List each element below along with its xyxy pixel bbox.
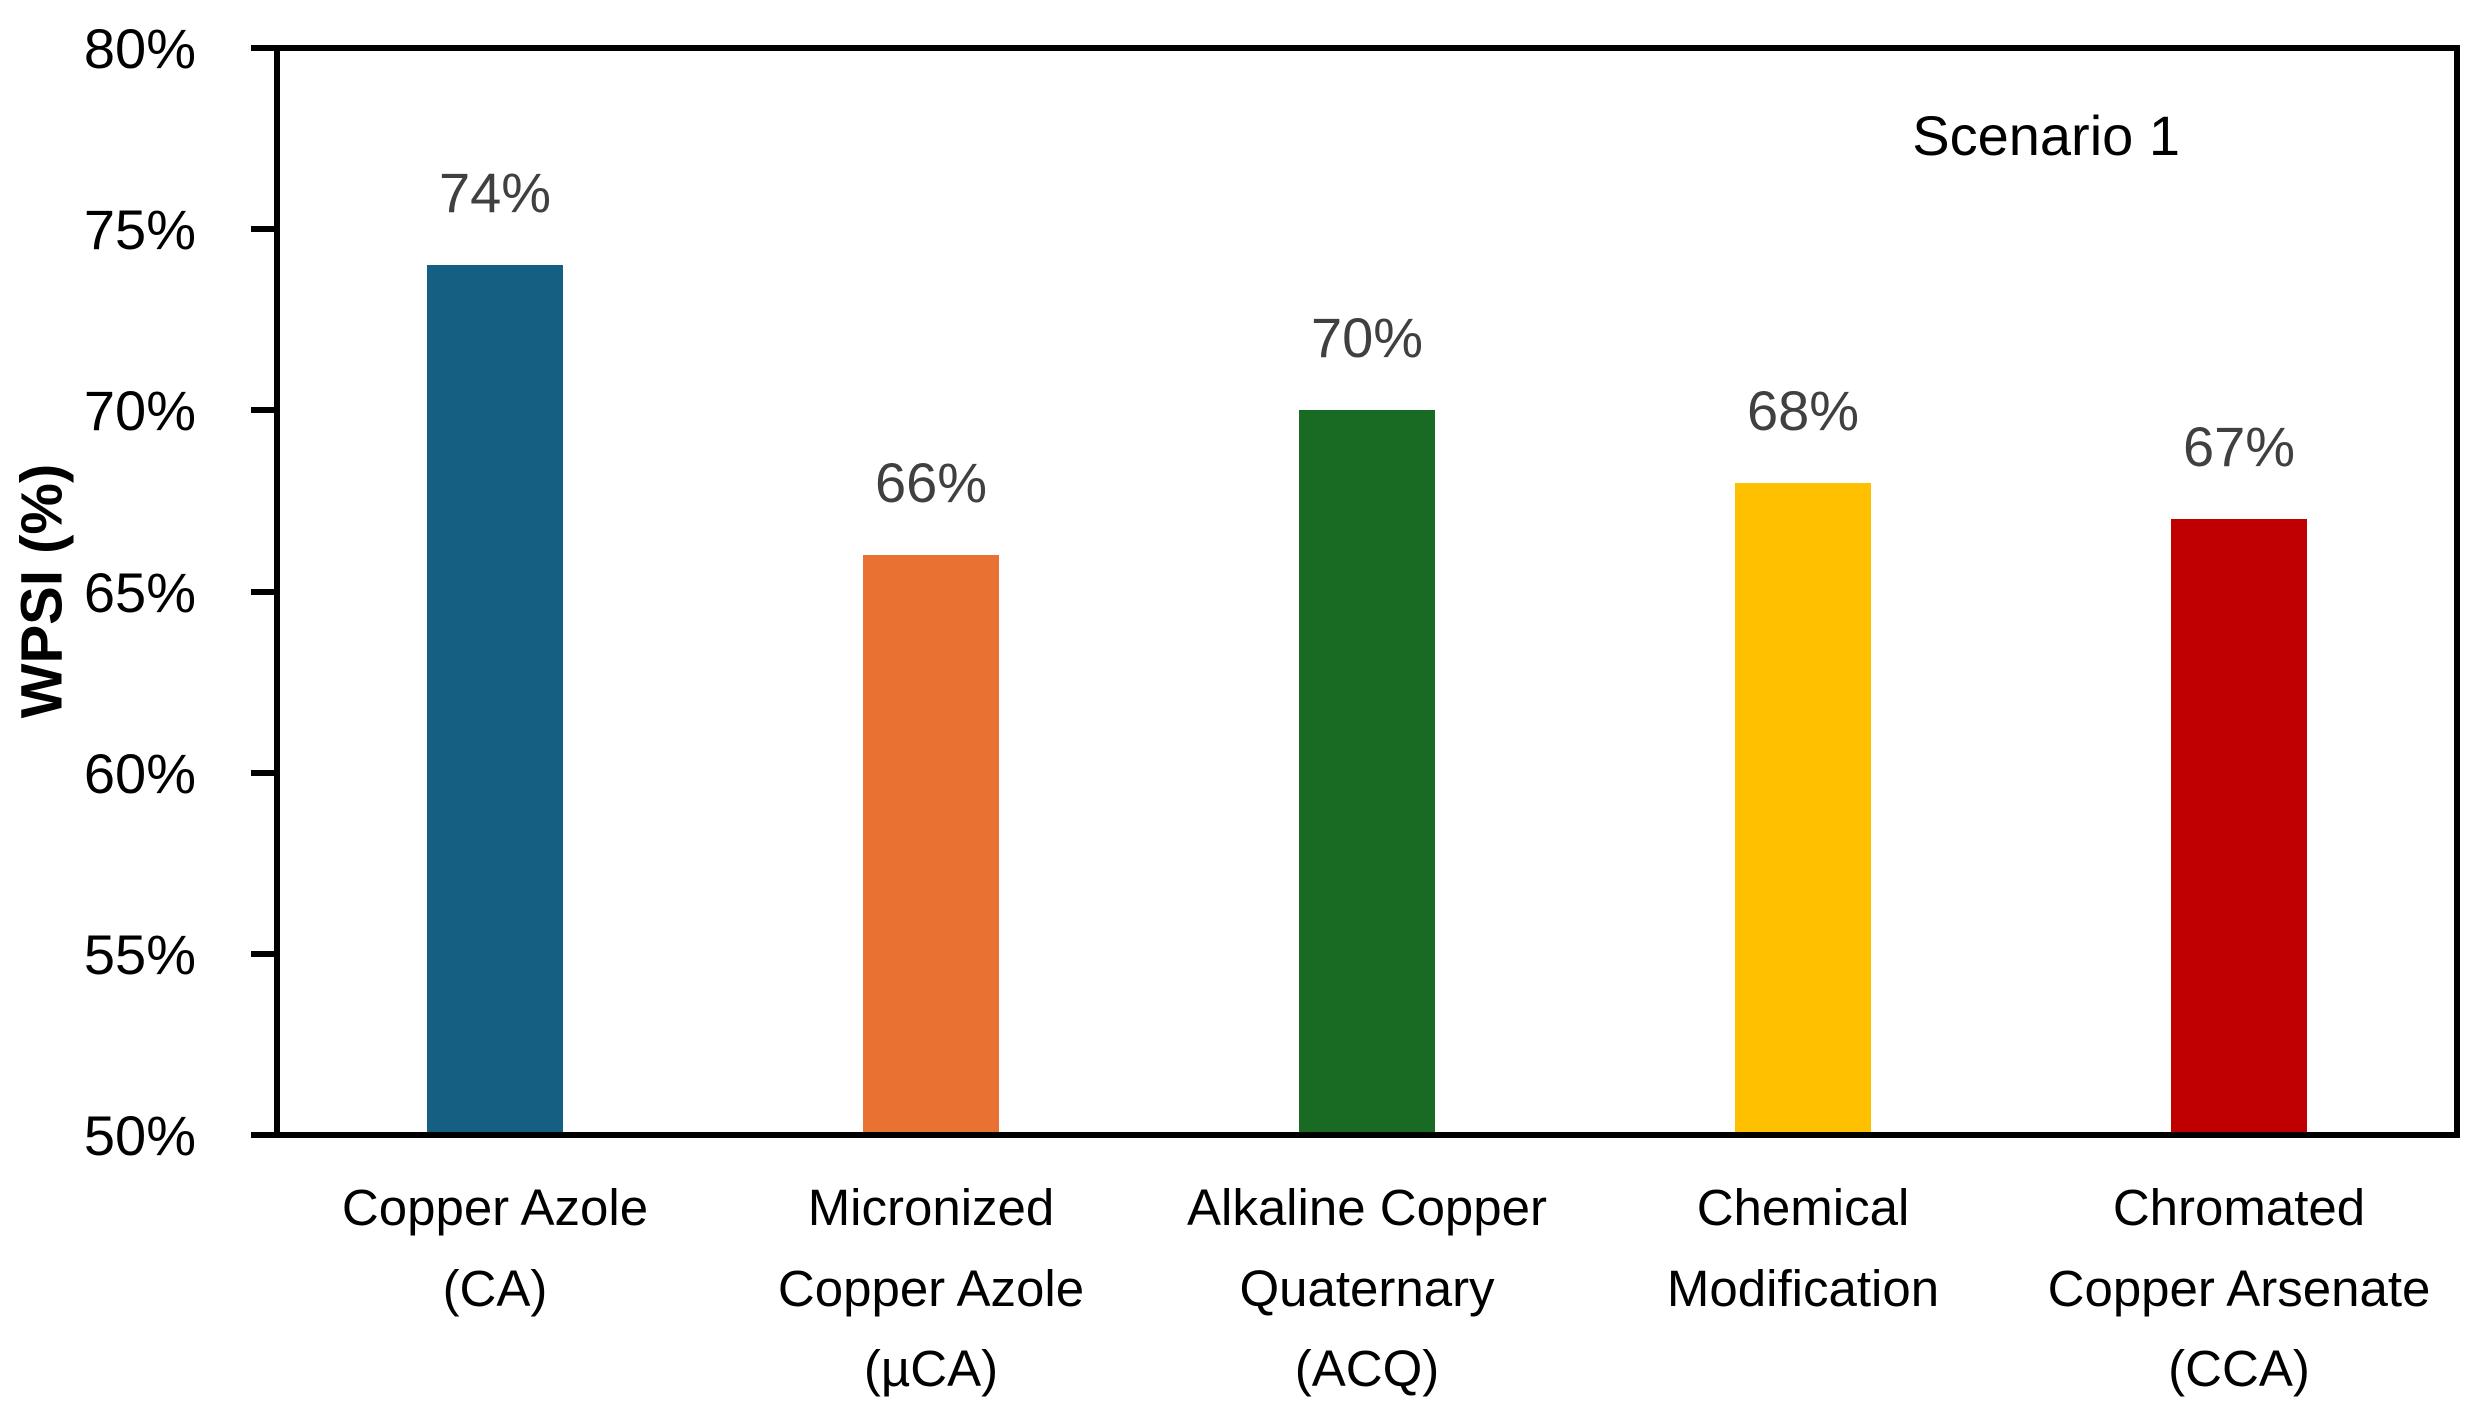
x-axis-label-line: Alkaline Copper [1186, 1179, 1548, 1236]
x-axis-label: Alkaline Copper Quaternary (ACQ) [1137, 1168, 1597, 1410]
x-axis-label-line: Copper Arsenate [2047, 1259, 2431, 1317]
x-axis-label-line: Copper Azole [341, 1179, 649, 1236]
bar-value-label: 66% [874, 451, 988, 515]
y-axis-tick-label: 55% [83, 922, 196, 986]
scenario-annotation: Scenario 1 [1912, 104, 2180, 167]
x-axis-label-line: (CA) [442, 1259, 548, 1317]
x-axis-label: Micronized Copper Azole (µCA) [701, 1168, 1161, 1410]
x-axis-label-line: (CCA) [2168, 1340, 2310, 1398]
bar-value-label: 68% [1746, 378, 1860, 442]
x-axis-label-line: Micronized [807, 1179, 1055, 1236]
y-axis-tick-mark [251, 769, 274, 776]
y-axis-tick-label: 80% [83, 17, 196, 80]
x-axis-label: Copper Azole (CA) [265, 1168, 725, 1329]
x-axis-label: Chemical Modification [1573, 1168, 2033, 1329]
x-axis-label-line: Modification [1666, 1259, 1940, 1317]
y-axis-tick-label: 70% [83, 379, 196, 443]
y-axis-tick-label: 75% [83, 198, 196, 262]
y-axis-tick-mark [251, 226, 274, 233]
bar [1735, 482, 1871, 1132]
x-axis-label-line: (ACQ) [1294, 1340, 1440, 1398]
bar [427, 265, 563, 1132]
bar [863, 555, 999, 1132]
x-axis-label-line: (µCA) [863, 1340, 999, 1398]
x-axis-label-line: Quaternary [1239, 1259, 1495, 1317]
x-axis-label-line: Chromated [2112, 1179, 2366, 1236]
bar [1299, 410, 1435, 1132]
bar-value-label: 70% [1310, 306, 1424, 370]
y-axis-tick-mark [251, 588, 274, 595]
bar-value-label: 74% [438, 161, 552, 225]
y-axis-tick-mark [251, 950, 274, 957]
y-axis-tick-label: 60% [83, 741, 196, 805]
y-axis-tick-mark [251, 407, 274, 414]
y-axis-tick-label: 50% [83, 1104, 196, 1167]
x-axis-label-line: Chemical [1696, 1179, 1910, 1236]
y-axis-tick-mark [251, 45, 274, 51]
bar-value-label: 67% [2182, 415, 2296, 479]
bar [2171, 519, 2307, 1132]
x-axis-label: Chromated Copper Arsenate (CCA) [2009, 1168, 2469, 1410]
x-axis-label-line: Copper Azole [777, 1259, 1085, 1317]
y-axis-tick-mark [251, 1132, 274, 1138]
y-axis-tick-label: 65% [83, 560, 196, 624]
